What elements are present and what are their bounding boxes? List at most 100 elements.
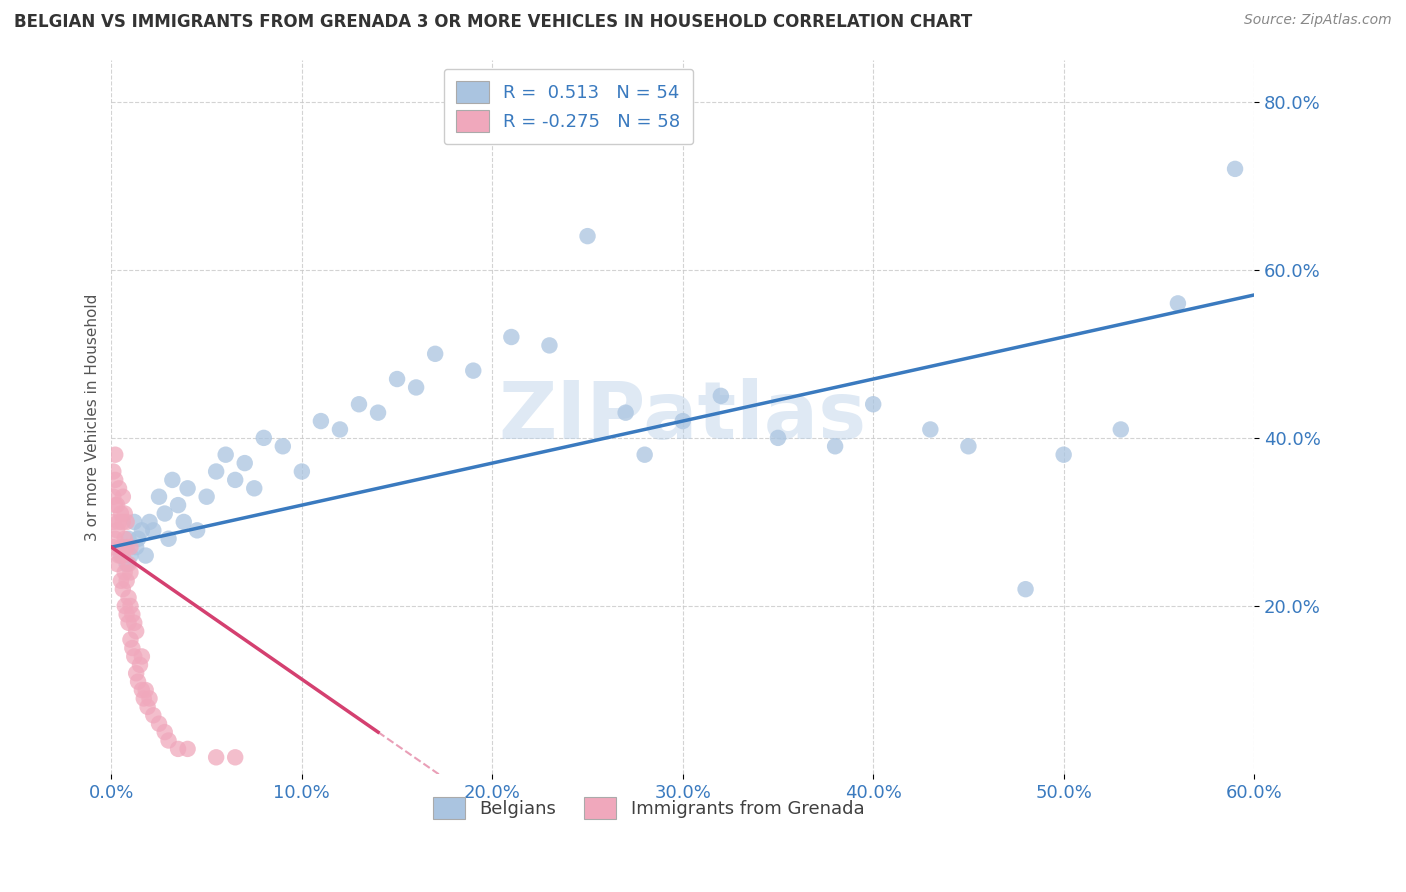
Point [127,674,149,689]
Point [176,481,198,495]
Point [347,397,370,411]
Point [501,330,523,344]
Point [122,515,145,529]
Point [367,406,389,420]
Point [136,699,159,714]
Point [103,465,125,479]
Point [195,490,218,504]
Point [672,414,695,428]
Text: BELGIAN VS IMMIGRANTS FROM GRENADA 3 OR MORE VEHICLES IN HOUSEHOLD CORRELATION C: BELGIAN VS IMMIGRANTS FROM GRENADA 3 OR … [14,13,973,31]
Point [538,338,561,352]
Point [614,406,637,420]
Point [138,691,160,706]
Point [122,649,145,664]
Point [120,549,142,563]
Point [157,532,180,546]
Point [121,640,143,655]
Legend: Belgians, Immigrants from Grenada: Belgians, Immigrants from Grenada [426,789,872,826]
Point [114,507,136,521]
Point [103,515,125,529]
Point [115,540,138,554]
Point [157,733,180,747]
Point [224,473,246,487]
Point [129,657,152,672]
Point [120,566,142,580]
Point [186,524,208,538]
Point [120,632,142,647]
Point [162,473,184,487]
Point [167,742,190,756]
Point [115,574,138,588]
Point [104,498,127,512]
Point [110,549,132,563]
Point [142,708,165,723]
Point [104,473,127,487]
Point [957,439,980,453]
Point [108,549,131,563]
Point [243,481,266,495]
Point [135,549,157,563]
Point [117,532,139,546]
Point [253,431,276,445]
Point [115,515,138,529]
Text: ZIPatlas: ZIPatlas [499,378,868,456]
Point [121,607,143,622]
Point [131,683,153,698]
Point [120,540,142,554]
Point [309,414,332,428]
Point [125,540,148,554]
Point [1167,296,1189,310]
Point [115,607,138,622]
Point [1223,161,1246,176]
Point [103,540,125,554]
Point [114,532,136,546]
Point [114,540,136,554]
Point [233,456,256,470]
Point [132,691,155,706]
Point [111,515,134,529]
Point [117,615,139,630]
Point [125,666,148,681]
Point [920,422,942,436]
Point [111,490,134,504]
Point [1053,448,1076,462]
Point [131,649,153,664]
Point [105,524,128,538]
Point [153,725,176,739]
Point [425,347,447,361]
Point [167,498,190,512]
Point [117,591,139,605]
Point [1109,422,1132,436]
Point [329,422,352,436]
Point [138,515,160,529]
Point [103,490,125,504]
Point [215,448,238,462]
Point [105,557,128,571]
Point [114,566,136,580]
Point [114,599,136,613]
Y-axis label: 3 or more Vehicles in Household: 3 or more Vehicles in Household [86,293,100,541]
Point [766,431,789,445]
Point [108,481,131,495]
Point [291,465,314,479]
Point [1014,582,1036,597]
Point [271,439,294,453]
Point [122,615,145,630]
Point [405,380,427,394]
Point [173,515,195,529]
Point [111,582,134,597]
Point [205,465,228,479]
Point [205,750,228,764]
Point [120,599,142,613]
Point [105,498,128,512]
Point [153,507,176,521]
Point [110,574,132,588]
Point [104,448,127,462]
Point [104,532,127,546]
Point [110,507,132,521]
Point [862,397,884,411]
Point [463,364,485,378]
Point [111,549,134,563]
Point [110,540,132,554]
Point [176,742,198,756]
